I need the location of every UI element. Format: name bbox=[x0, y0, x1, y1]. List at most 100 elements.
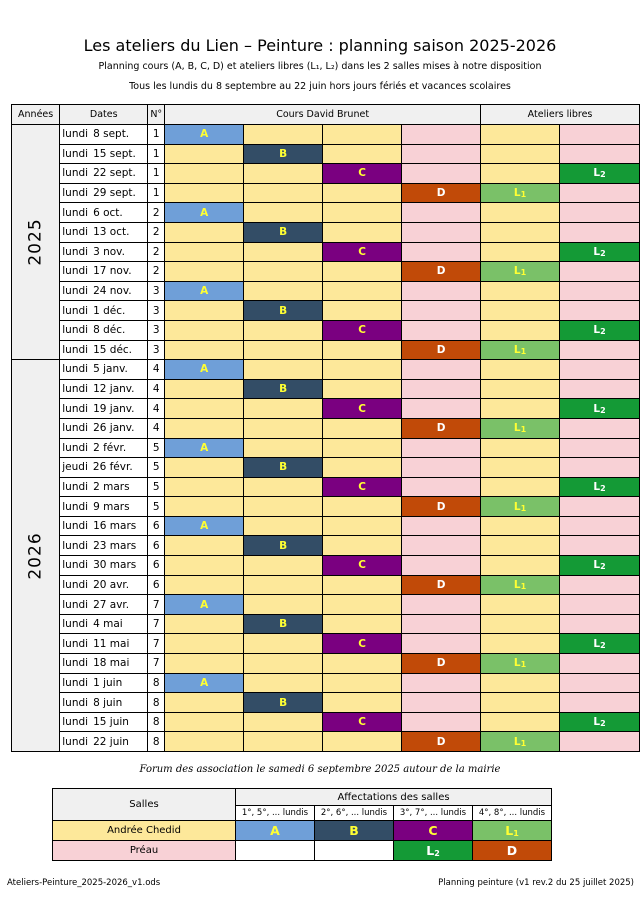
date-cell: lundi 15 sept. bbox=[59, 143, 149, 165]
date-value: 1 juin bbox=[93, 676, 123, 689]
table-row: lundi 4 mai 7 B bbox=[12, 613, 640, 635]
slot-subscript: 1 bbox=[520, 190, 527, 200]
empty-slot-preau bbox=[559, 692, 640, 713]
date-cell: lundi 5 janv. bbox=[59, 359, 149, 380]
header-years: Années bbox=[10, 104, 61, 125]
weekday: lundi bbox=[62, 128, 89, 141]
slot-label: C bbox=[358, 716, 366, 729]
empty-slot-preau bbox=[559, 574, 640, 596]
date-value: 2 févr. bbox=[93, 441, 127, 454]
weekday: lundi bbox=[62, 324, 89, 337]
slot-c: C bbox=[322, 319, 403, 341]
week-number: 3 bbox=[147, 339, 166, 361]
empty-slot-preau bbox=[559, 359, 640, 380]
slot-label: L bbox=[513, 265, 521, 278]
empty-slot-andree bbox=[480, 359, 560, 380]
legend-slot-c: C bbox=[393, 820, 473, 841]
slot-d: D bbox=[401, 653, 482, 674]
empty-slot-andree bbox=[322, 182, 403, 204]
slot-label: D bbox=[436, 735, 446, 748]
week-number: 5 bbox=[147, 457, 166, 478]
empty-slot-preau bbox=[559, 300, 640, 321]
week-number: 6 bbox=[147, 555, 166, 576]
table-row: lundi 17 nov. 2 D L1 bbox=[12, 261, 640, 282]
slot-subscript: 1 bbox=[520, 346, 527, 356]
table-row: 2025 lundi 8 sept. 1 A bbox=[10, 123, 640, 361]
weekday: lundi bbox=[62, 539, 89, 552]
slot-label: D bbox=[436, 578, 446, 591]
slot-label: D bbox=[436, 422, 446, 435]
empty-slot-andree bbox=[243, 653, 324, 674]
empty-slot-andree bbox=[243, 731, 324, 752]
empty-slot-andree bbox=[322, 672, 403, 694]
empty-slot-andree bbox=[480, 515, 560, 537]
empty-slot-preau bbox=[559, 457, 640, 478]
empty-slot-andree bbox=[243, 417, 324, 439]
slot-label: L bbox=[513, 422, 521, 435]
weekday: lundi bbox=[62, 304, 89, 317]
slot-label: A bbox=[200, 128, 209, 141]
empty-slot-andree bbox=[164, 398, 245, 419]
slot-b: B bbox=[243, 535, 324, 557]
empty-slot-andree bbox=[164, 633, 245, 655]
date-value: 22 juin bbox=[93, 735, 129, 748]
weekday: lundi bbox=[62, 422, 89, 435]
table-row: lundi 16 mars 6 A bbox=[12, 515, 640, 537]
table-row: lundi 23 mars 6 B bbox=[12, 535, 640, 557]
slot-l2: L2 bbox=[559, 398, 640, 419]
legend-row: Préau L2 D bbox=[52, 840, 552, 861]
slot-subscript: 2 bbox=[600, 562, 606, 572]
table-row: lundi 22 juin 8 D L1 bbox=[12, 731, 640, 752]
weekday: lundi bbox=[62, 578, 89, 591]
slot-d: D bbox=[401, 496, 482, 517]
empty-slot-preau bbox=[401, 378, 482, 400]
empty-slot-preau bbox=[401, 398, 482, 419]
date-cell: lundi 19 janv. bbox=[59, 398, 149, 419]
slot-l1: L1 bbox=[480, 731, 560, 752]
date-cell: lundi 15 juin bbox=[59, 711, 149, 733]
week-number: 4 bbox=[147, 378, 166, 400]
date-value: 30 mars bbox=[93, 559, 137, 572]
empty-slot-andree bbox=[322, 417, 403, 439]
legend-slot-label: D bbox=[506, 843, 518, 858]
empty-slot-andree bbox=[243, 202, 324, 223]
table-row: lundi 15 déc. 3 D L1 bbox=[12, 339, 640, 361]
page-title: Les ateliers du Lien – Peinture : planni… bbox=[83, 36, 557, 55]
week-number: 1 bbox=[147, 163, 166, 184]
empty-slot-andree bbox=[480, 163, 560, 184]
empty-slot-andree bbox=[164, 535, 245, 557]
slot-l1: L1 bbox=[480, 182, 560, 204]
slot-c: C bbox=[322, 163, 403, 184]
table-row: lundi 8 juin 8 B bbox=[12, 692, 640, 713]
week-number: 8 bbox=[147, 711, 166, 733]
empty-slot-andree bbox=[164, 731, 245, 752]
slot-l1: L1 bbox=[480, 653, 560, 674]
slot-subscript: 1 bbox=[520, 581, 527, 591]
legend-slot-label: L bbox=[426, 843, 435, 858]
slot-b: B bbox=[243, 457, 324, 478]
date-value: 1 déc. bbox=[93, 304, 126, 317]
page-subtitle-dates: Tous les lundis du 8 septembre au 22 jui… bbox=[129, 81, 511, 92]
date-value: 2 mars bbox=[93, 480, 130, 493]
empty-slot-andree bbox=[480, 437, 560, 459]
date-cell: lundi 8 sept. bbox=[59, 124, 149, 145]
date-value: 3 nov. bbox=[93, 245, 125, 258]
table-row: lundi 24 nov. 3 A bbox=[12, 280, 640, 302]
table-row: lundi 20 avr. 6 D L1 bbox=[12, 574, 640, 596]
slot-label: D bbox=[436, 343, 446, 356]
week-number: 7 bbox=[147, 633, 166, 655]
table-row: jeudi 26 févr. 5 B bbox=[12, 457, 640, 478]
empty-slot-andree bbox=[243, 359, 324, 380]
slot-label: D bbox=[436, 500, 446, 513]
empty-slot-andree bbox=[243, 515, 324, 537]
legend-col-4: 4°, 8°, ... lundis bbox=[472, 805, 552, 821]
empty-slot-preau bbox=[559, 437, 640, 459]
table-header-row: Années Dates N° Cours David Brunet Ateli… bbox=[10, 104, 640, 125]
weekday: lundi bbox=[62, 343, 89, 356]
date-cell: lundi 13 oct. bbox=[59, 221, 149, 243]
date-cell: lundi 27 avr. bbox=[59, 594, 149, 615]
week-number: 2 bbox=[147, 261, 166, 282]
date-cell: lundi 1 juin bbox=[59, 672, 149, 694]
empty-slot-andree bbox=[243, 496, 324, 517]
slot-label: A bbox=[200, 520, 209, 533]
